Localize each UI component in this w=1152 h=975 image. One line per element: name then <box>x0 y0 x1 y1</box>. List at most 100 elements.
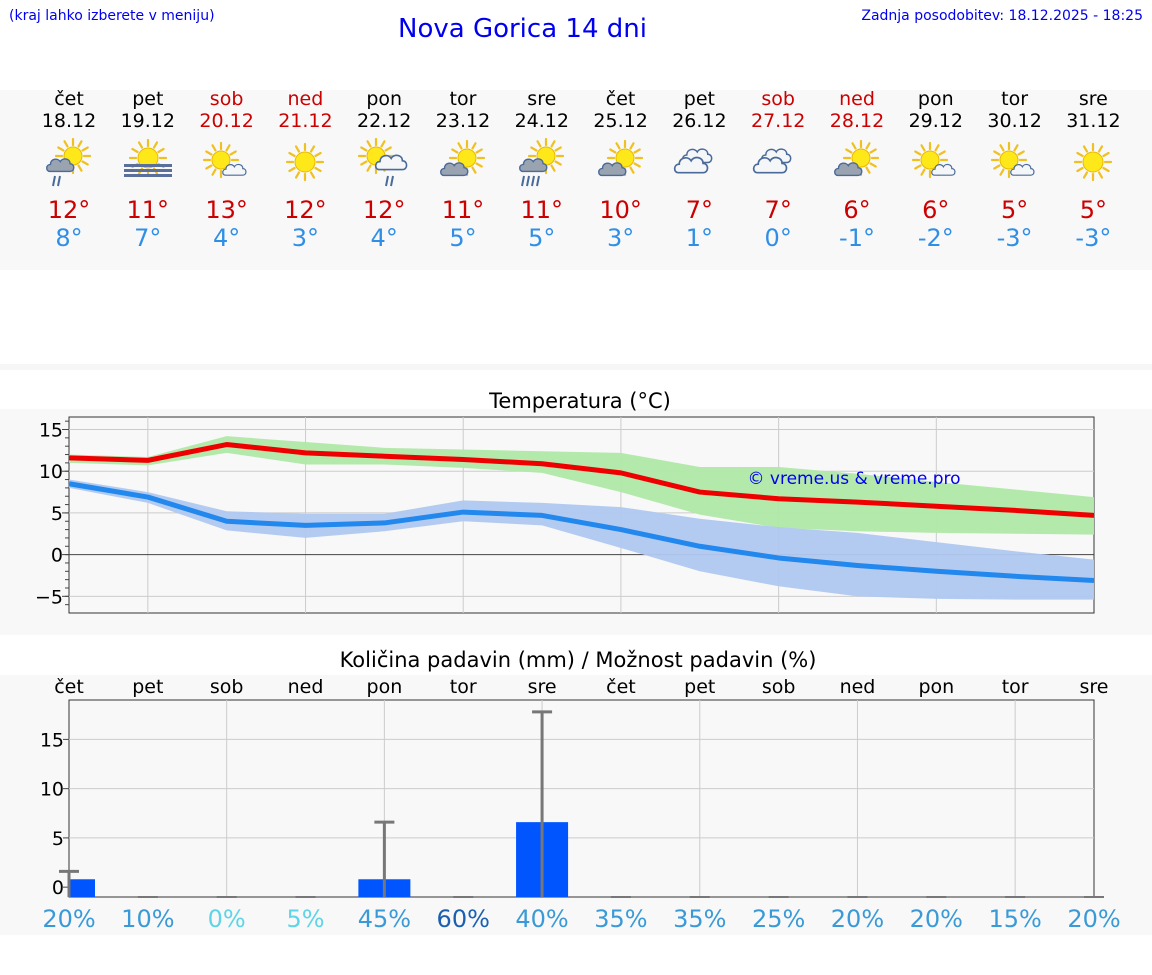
x-tick-label: čet <box>606 676 636 698</box>
sun-small-cloud-icon <box>990 141 1035 179</box>
day-column: ned 21.12 12° 3° <box>270 88 340 252</box>
precip-probability: 20% <box>1067 905 1120 933</box>
day-column: tor 30.12 5° -3° <box>980 88 1050 252</box>
day-column: sob 27.12 7° 0° <box>743 88 813 252</box>
day-date: 25.12 <box>593 110 648 132</box>
cloud-shape <box>674 156 709 174</box>
max-temp: 12° <box>362 196 406 224</box>
day-name: pet <box>132 88 164 110</box>
separator <box>0 364 1152 370</box>
fog-line <box>123 164 172 167</box>
min-temp: 7° <box>134 224 162 252</box>
min-temp: -3° <box>996 224 1033 252</box>
precip-probability: 20% <box>831 905 884 933</box>
cloudy-icon <box>674 148 713 174</box>
min-temp: 1° <box>685 224 714 252</box>
day-column: čet 25.12 10° 3° <box>586 88 656 252</box>
day-name: čet <box>54 88 84 110</box>
cloud-shape <box>753 156 788 174</box>
rain-drop <box>535 175 540 187</box>
day-date: 27.12 <box>750 110 806 132</box>
fog-line <box>123 174 172 177</box>
cloud-shape <box>597 162 627 177</box>
y-tick-label: 0 <box>51 545 63 567</box>
x-tick-label: tor <box>450 676 477 698</box>
day-date: 23.12 <box>435 110 491 132</box>
location-hint[interactable]: (kraj lahko izberete v meniju) <box>9 8 215 24</box>
max-temp: 11° <box>126 196 170 224</box>
day-column: pon 22.12 12° 4° <box>349 88 419 252</box>
x-tick-label: ned <box>288 676 324 698</box>
cloud-shape <box>46 158 75 173</box>
y-tick-label: 10 <box>39 461 63 483</box>
x-tick-label: pet <box>132 676 163 698</box>
day-column: sre 24.12 11° 5° <box>507 88 577 252</box>
min-temp: 4° <box>370 224 398 252</box>
sun-cloud-rain-icon <box>358 138 408 187</box>
chart-title: Temperatura (°C) <box>488 389 671 413</box>
last-updated: Zadnja posodobitev: 18.12.2025 - 18:25 <box>861 8 1143 24</box>
day-column: pet 19.12 11° 7° <box>113 88 183 252</box>
rain-drop <box>520 175 525 187</box>
min-temp: 3° <box>606 224 635 252</box>
x-tick-label: pon <box>367 676 403 698</box>
min-range-band <box>69 479 1094 600</box>
day-column: čet 18.12 12° 8° <box>34 88 104 252</box>
x-tick-label: tor <box>1002 676 1029 698</box>
rain-drop <box>52 175 56 187</box>
max-temp: 7° <box>764 196 792 224</box>
min-temp: 0° <box>764 224 792 252</box>
max-temp: 7° <box>685 196 714 224</box>
day-date: 30.12 <box>987 110 1042 132</box>
min-temp: -2° <box>917 224 954 252</box>
x-tick-label: sob <box>762 676 796 698</box>
max-temp: 11° <box>520 196 564 224</box>
day-date: 31.12 <box>1066 110 1121 132</box>
precip-probability: 35% <box>594 905 647 933</box>
sun-fog-icon <box>123 138 172 178</box>
precip-probability: 35% <box>673 905 726 933</box>
day-name: pon <box>917 88 954 110</box>
day-name: ned <box>839 88 875 110</box>
day-date: 26.12 <box>672 110 727 132</box>
y-tick-label: 0 <box>52 877 64 899</box>
max-temp: 12° <box>284 196 327 224</box>
max-temp-line <box>68 442 1095 518</box>
cloudy-icon <box>753 148 792 174</box>
day-column: sob 20.12 13° 4° <box>192 88 262 252</box>
day-name: sre <box>1078 88 1108 110</box>
precip-probability: 20% <box>42 905 95 933</box>
max-temp: 12° <box>47 196 91 224</box>
sun-shape <box>1074 142 1113 182</box>
min-temp: 4° <box>212 224 241 252</box>
x-tick-label: ned <box>840 676 876 698</box>
precip-probability: 0% <box>208 905 246 933</box>
precip-bar <box>69 879 95 897</box>
day-name: sob <box>209 88 244 110</box>
min-temp-line <box>68 481 1095 583</box>
max-temp: 6° <box>843 196 871 224</box>
max-temp: 10° <box>599 196 642 224</box>
day-date: 21.12 <box>278 110 333 132</box>
x-tick-label: sre <box>1080 676 1109 698</box>
sun-icon <box>286 142 325 182</box>
day-name: tor <box>449 88 477 110</box>
precip-probability: 40% <box>515 905 568 933</box>
precip-probability: 25% <box>752 905 805 933</box>
sun-small-cloud-icon <box>911 141 956 179</box>
sun-shape <box>286 142 325 182</box>
x-tick-label: sre <box>528 676 557 698</box>
day-date: 20.12 <box>199 110 254 132</box>
day-name: sre <box>527 88 557 110</box>
cloud-shape <box>440 162 469 177</box>
rain-drop <box>57 175 61 187</box>
day-date: 29.12 <box>908 110 963 132</box>
day-column: ned 28.12 6° -1° <box>822 88 892 252</box>
rain-drop <box>390 175 395 187</box>
partly-cloudy-heavy-rain-icon <box>518 138 564 187</box>
min-temp: 8° <box>55 224 83 252</box>
precipitation-chart: Količina padavin (mm) / Možnost padavin … <box>40 648 1121 933</box>
day-name: pet <box>683 88 715 110</box>
day-date: 28.12 <box>829 110 885 132</box>
plot-area <box>68 699 1095 898</box>
